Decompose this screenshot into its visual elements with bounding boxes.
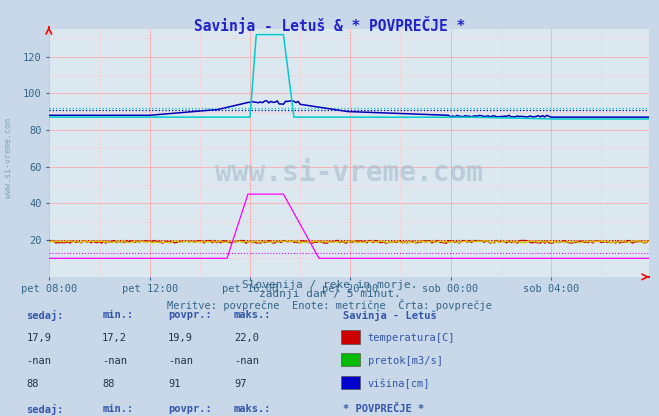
Text: pretok[m3/s]: pretok[m3/s] xyxy=(368,356,443,366)
Text: -nan: -nan xyxy=(26,356,51,366)
Text: 19,9: 19,9 xyxy=(168,333,193,343)
Text: 17,2: 17,2 xyxy=(102,333,127,343)
Text: 88: 88 xyxy=(102,379,115,389)
Text: 22,0: 22,0 xyxy=(234,333,259,343)
Text: www.si-vreme.com: www.si-vreme.com xyxy=(4,118,13,198)
Text: * POVPREČJE *: * POVPREČJE * xyxy=(343,404,424,414)
Text: -nan: -nan xyxy=(168,356,193,366)
Text: Meritve: povprečne  Enote: metrične  Črta: povprečje: Meritve: povprečne Enote: metrične Črta:… xyxy=(167,299,492,311)
Text: sedaj:: sedaj: xyxy=(26,310,64,321)
Text: -nan: -nan xyxy=(234,356,259,366)
Text: povpr.:: povpr.: xyxy=(168,310,212,320)
Text: zadnji dan / 5 minut.: zadnji dan / 5 minut. xyxy=(258,289,401,299)
Text: maks.:: maks.: xyxy=(234,310,272,320)
Text: www.si-vreme.com: www.si-vreme.com xyxy=(215,158,483,187)
Text: min.:: min.: xyxy=(102,310,133,320)
Text: 88: 88 xyxy=(26,379,39,389)
Text: višina[cm]: višina[cm] xyxy=(368,379,430,389)
Text: -nan: -nan xyxy=(102,356,127,366)
Text: temperatura[C]: temperatura[C] xyxy=(368,333,455,343)
Text: Savinja - Letuš & * POVPREČJE *: Savinja - Letuš & * POVPREČJE * xyxy=(194,16,465,34)
Text: sedaj:: sedaj: xyxy=(26,404,64,415)
Text: 17,9: 17,9 xyxy=(26,333,51,343)
Text: Slovenija / reke in morje.: Slovenija / reke in morje. xyxy=(242,280,417,290)
Text: maks.:: maks.: xyxy=(234,404,272,414)
Text: povpr.:: povpr.: xyxy=(168,404,212,414)
Text: 97: 97 xyxy=(234,379,246,389)
Text: min.:: min.: xyxy=(102,404,133,414)
Text: Savinja - Letuš: Savinja - Letuš xyxy=(343,310,436,321)
Text: 91: 91 xyxy=(168,379,181,389)
